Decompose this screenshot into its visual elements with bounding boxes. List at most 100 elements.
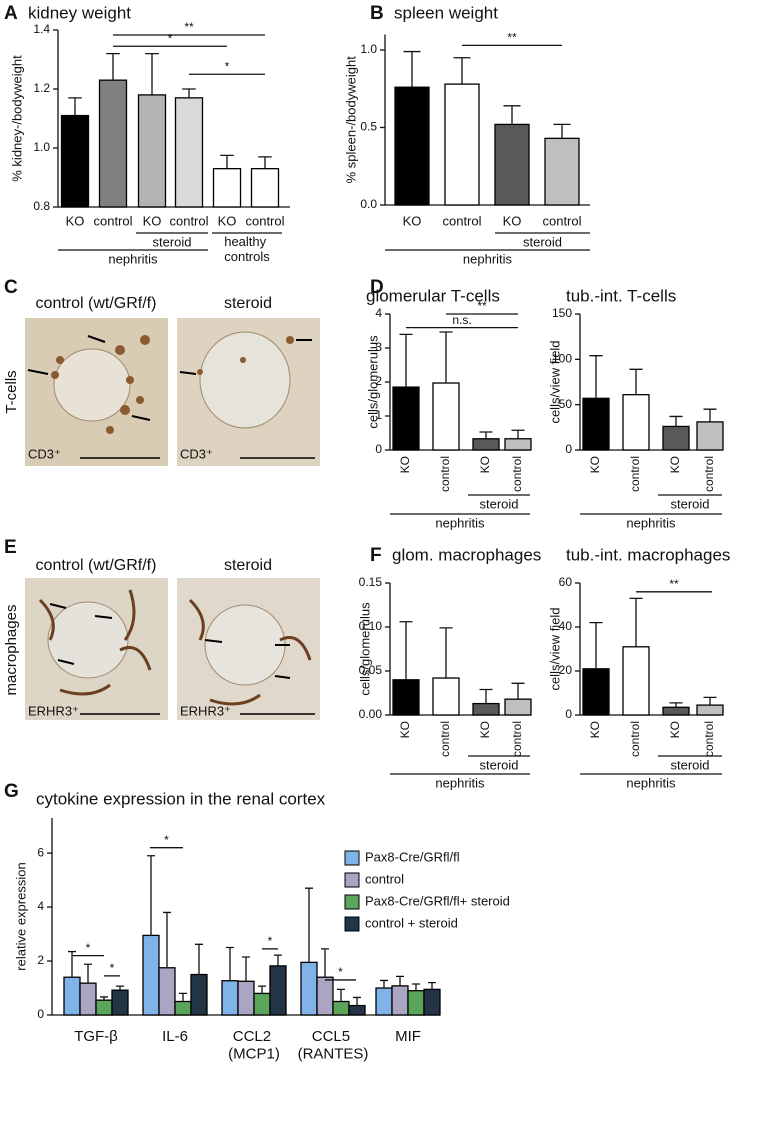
x-tick-label: KO bbox=[143, 213, 162, 228]
y-tick-label: 0.5 bbox=[360, 120, 377, 134]
y-tick-label: 2 bbox=[375, 374, 382, 388]
x-tick-label: KO bbox=[503, 213, 522, 228]
panel-letter: F bbox=[370, 545, 382, 566]
x-tick-label: CCL2 (MCP1) bbox=[228, 1028, 280, 1062]
micrograph-title: steroid bbox=[224, 557, 272, 574]
y-tick-label: 1.0 bbox=[360, 42, 377, 56]
y-axis-label: cells/glomerulus bbox=[357, 602, 372, 696]
panel-letters: A B C D E F G bbox=[4, 3, 384, 802]
row-label: T-cells bbox=[3, 370, 20, 413]
micrograph-title: control (wt/GRf/f) bbox=[36, 295, 157, 312]
error-bar bbox=[553, 123, 571, 139]
bar bbox=[174, 1000, 192, 1016]
y-tick-label: 1.4 bbox=[33, 22, 50, 36]
x-tick-label: KO bbox=[66, 213, 85, 228]
error-bar bbox=[106, 52, 120, 81]
error-bar bbox=[703, 408, 717, 422]
x-tick-label: control bbox=[510, 721, 524, 757]
bar bbox=[269, 965, 287, 1016]
x-tick-label: KO bbox=[398, 456, 412, 473]
bar bbox=[394, 86, 430, 206]
y-tick-label: 60 bbox=[559, 575, 573, 589]
error-bar bbox=[511, 682, 525, 700]
significance-label: ** bbox=[507, 31, 517, 45]
x-tick-label: control bbox=[169, 213, 208, 228]
bar bbox=[622, 394, 650, 451]
stain-label: ERHR3⁺ bbox=[28, 703, 79, 718]
y-tick-label: 2 bbox=[37, 953, 44, 967]
significance-label: ** bbox=[669, 577, 679, 591]
y-tick-label: 0.15 bbox=[359, 575, 383, 589]
error-bar bbox=[669, 702, 683, 708]
error-bar bbox=[220, 154, 234, 169]
error-bar bbox=[195, 943, 203, 975]
y-tick-label: 150 bbox=[552, 306, 572, 320]
y-tick-label: 0.05 bbox=[359, 663, 383, 677]
group-label: steroid bbox=[479, 757, 518, 772]
legend-swatch bbox=[344, 850, 360, 866]
x-tick-label: KO bbox=[478, 456, 492, 473]
bar bbox=[60, 114, 90, 208]
significance-label: * bbox=[225, 59, 230, 73]
bar bbox=[95, 999, 113, 1016]
x-tick-label: KO bbox=[403, 213, 422, 228]
bar bbox=[174, 97, 204, 208]
group-label: nephritis bbox=[463, 251, 513, 266]
error-bar bbox=[179, 992, 187, 1002]
error-bar bbox=[305, 887, 313, 963]
micrograph-title: control (wt/GRf/f) bbox=[36, 557, 157, 574]
error-bar bbox=[439, 627, 453, 679]
group-label: nephritis bbox=[626, 775, 676, 790]
error-bar bbox=[145, 52, 159, 95]
legend-label: Pax8-Cre/GRfl/fl bbox=[365, 849, 460, 864]
bar bbox=[696, 421, 724, 451]
panel-letter: C bbox=[4, 277, 18, 298]
group-label: steroid bbox=[523, 234, 562, 249]
bar bbox=[392, 679, 420, 716]
error-bar bbox=[589, 355, 603, 399]
legend-swatch bbox=[344, 872, 360, 888]
y-tick-label: 4 bbox=[37, 899, 44, 913]
x-tick-label: MIF bbox=[395, 1028, 421, 1045]
legend-label: control bbox=[365, 871, 404, 886]
y-axis-label: cells/view field bbox=[547, 607, 562, 690]
y-tick-label: 0 bbox=[565, 707, 572, 721]
panel-letter: B bbox=[370, 3, 384, 24]
error-bar bbox=[258, 156, 272, 169]
bar bbox=[332, 1000, 350, 1016]
y-tick-label: 3 bbox=[375, 340, 382, 354]
error-bar bbox=[258, 985, 266, 994]
panel-letter: A bbox=[4, 3, 18, 24]
significance-label: * bbox=[168, 31, 173, 45]
bar bbox=[696, 704, 724, 716]
error-bar bbox=[274, 954, 282, 966]
error-bar bbox=[399, 333, 413, 388]
bar bbox=[348, 1004, 366, 1016]
bar bbox=[111, 989, 129, 1016]
bar bbox=[432, 677, 460, 716]
bar bbox=[98, 79, 128, 208]
panel-letter: G bbox=[4, 781, 19, 802]
chart-title: kidney weight bbox=[28, 3, 131, 22]
y-tick-label: 1.0 bbox=[33, 140, 50, 154]
y-tick-label: 50 bbox=[559, 397, 573, 411]
x-tick-label: KO bbox=[588, 721, 602, 738]
stain-label: CD3⁺ bbox=[28, 446, 61, 461]
x-tick-label: control bbox=[702, 721, 716, 757]
bar bbox=[391, 985, 409, 1016]
micrograph: ERHR3⁺ steroid bbox=[177, 557, 320, 720]
bar bbox=[142, 934, 160, 1016]
x-tick-label: control bbox=[542, 213, 581, 228]
error-bar bbox=[399, 621, 413, 680]
group-label: steroid bbox=[670, 496, 709, 511]
y-axis-label: cells/view field bbox=[547, 340, 562, 423]
group-label: nephritis bbox=[435, 775, 485, 790]
x-tick-label: KO bbox=[668, 456, 682, 473]
group-label: steroid bbox=[152, 234, 191, 249]
bar bbox=[375, 987, 393, 1016]
bar bbox=[444, 83, 480, 206]
x-tick-label: control bbox=[93, 213, 132, 228]
error-bar bbox=[703, 696, 717, 706]
error-bar bbox=[412, 983, 420, 991]
